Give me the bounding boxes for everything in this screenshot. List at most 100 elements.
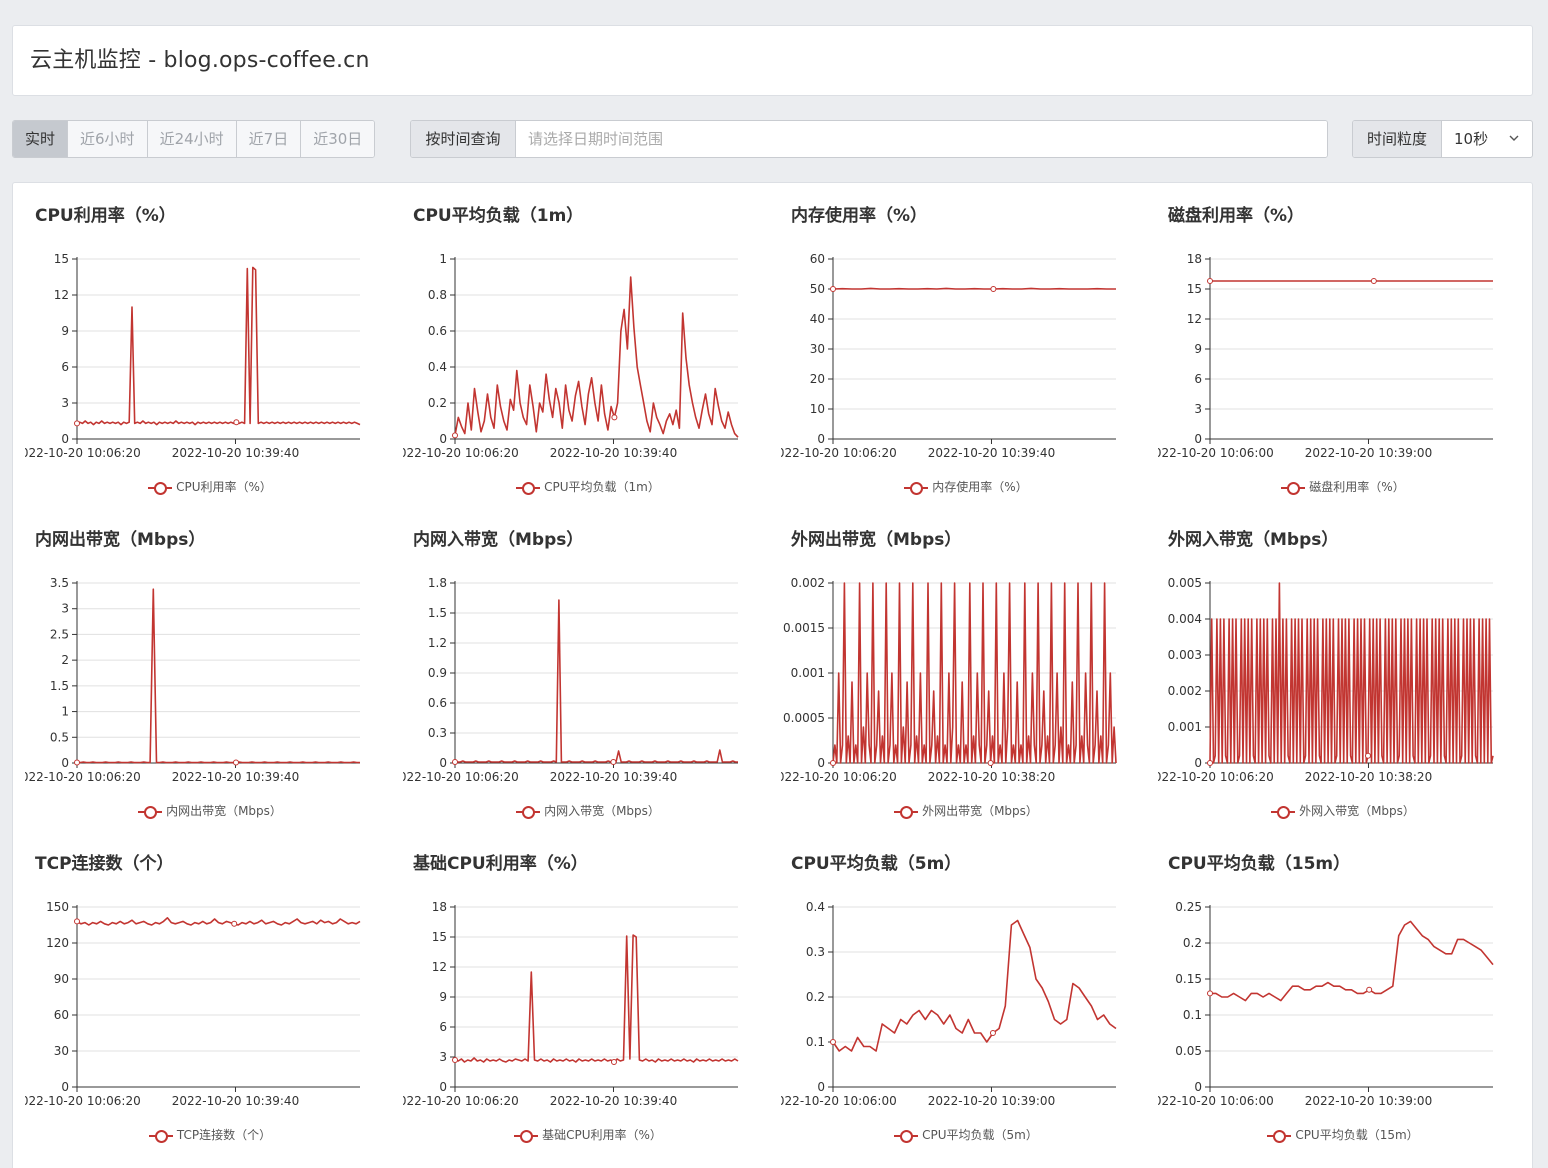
legend-marker-icon [514, 1129, 539, 1143]
data-point [1370, 278, 1377, 284]
y-tick-label: 0.2 [806, 990, 825, 1004]
chart-title: CPU平均负载（1m） [413, 206, 584, 226]
chart-title: 磁盘利用率（%） [1168, 206, 1305, 226]
granularity-value: 10秒 [1454, 130, 1489, 148]
charts-panel: 0 3 6 9 12 15 2022-10-20 10:06:20 2022-10-20 10… [12, 182, 1533, 1168]
chart-card: 0 30 60 90 120 150 2022-10-20 10:06:20 2022-10-… [25, 831, 395, 1143]
legend-label: 内存使用率（%） [932, 480, 1028, 494]
x-tick-label: 2022-10-20 10:39:40 [550, 446, 677, 460]
chart-legend[interactable]: CPU平均负载（1m） [403, 478, 773, 495]
x-tick-label: 2022-10-20 10:39:40 [172, 1094, 299, 1108]
x-tick-label: 2022-10-20 10:06:20 [781, 446, 897, 460]
chart-card: 0 3 6 9 12 15 2022-10-20 10:06:20 2022-10-20 10… [25, 183, 395, 495]
y-tick-label: 20 [810, 372, 825, 386]
y-tick-label: 0 [61, 1080, 69, 1094]
y-tick-label: 0.8 [428, 288, 447, 302]
data-point [611, 414, 618, 421]
legend-marker-icon [894, 805, 919, 819]
x-tick-label: 2022-10-20 10:39:00 [928, 1094, 1055, 1108]
chart-title: 外网出带宽（Mbps） [791, 530, 962, 550]
chart-title: CPU平均负载（15m） [1168, 854, 1351, 874]
y-tick-label: 3 [61, 602, 69, 616]
y-tick-label: 18 [432, 900, 447, 914]
series-line [1209, 582, 1494, 764]
legend-label: CPU利用率（%） [176, 480, 272, 494]
series-line [832, 582, 1117, 764]
y-tick-label: 0.003 [1168, 648, 1202, 662]
legend-label: 基础CPU利用率（%） [542, 1128, 662, 1142]
y-tick-label: 0.5 [50, 730, 69, 744]
y-tick-label: 0.9 [428, 666, 447, 680]
y-tick-label: 0 [817, 1080, 825, 1094]
y-tick-label: 9 [439, 990, 447, 1004]
chart-card: 0 3 6 9 12 15 18 2022-10-20 10:06:00 2022-10-20 … [1158, 183, 1528, 495]
x-tick-label: 2022-10-20 10:06:20 [25, 1094, 141, 1108]
legend-marker-icon [516, 481, 541, 495]
header-bar: 云主机监控 - blog.ops-coffee.cn [12, 25, 1533, 96]
data-point [1366, 986, 1373, 993]
y-tick-label: 150 [46, 900, 69, 914]
chart-legend[interactable]: CPU平均负载（15m） [1158, 1126, 1528, 1143]
data-point [231, 920, 238, 927]
y-tick-label: 0.4 [806, 900, 825, 914]
legend-label: CPU平均负载（5m） [922, 1128, 1038, 1142]
x-tick-label: 2022-10-20 10:39:40 [550, 1094, 677, 1108]
y-tick-label: 0 [817, 756, 825, 770]
data-point [232, 759, 239, 766]
chart-svg: 0 0.0005 0.001 0.0015 0.002 2022-10-20 10:06:… [781, 576, 1117, 784]
range-6h-button[interactable]: 近6小时 [68, 121, 148, 157]
chevron-down-icon [1508, 121, 1520, 157]
y-tick-label: 0.2 [428, 396, 447, 410]
range-24h-button[interactable]: 近24小时 [147, 121, 237, 157]
data-point [452, 759, 458, 765]
chart-svg: 0 0.2 0.4 0.6 0.8 1 2022-10-20 10:06:20 2022-10… [403, 252, 739, 460]
range-30d-button[interactable]: 近30日 [301, 121, 375, 157]
series-line [454, 934, 739, 1063]
y-tick-label: 15 [1187, 282, 1202, 296]
chart-legend[interactable]: CPU利用率（%） [25, 478, 395, 495]
chart-legend[interactable]: 外网入带宽（Mbps） [1158, 802, 1528, 819]
data-point [233, 419, 240, 426]
data-point [830, 286, 836, 292]
chart-svg: 0 0.05 0.1 0.15 0.2 0.25 2022-10-20 10:06:00 20… [1158, 900, 1494, 1108]
y-tick-label: 0 [61, 756, 69, 770]
y-tick-label: 6 [61, 360, 69, 374]
range-realtime-button[interactable]: 实时 [13, 121, 69, 157]
granularity-select[interactable]: 10秒 [1442, 121, 1532, 157]
x-tick-label: 2022-10-20 10:06:00 [1158, 1094, 1274, 1108]
date-range-input[interactable] [516, 121, 1327, 157]
x-tick-label: 2022-10-20 10:06:00 [1158, 446, 1274, 460]
chart-legend[interactable]: 内网入带宽（Mbps） [403, 802, 773, 819]
y-tick-label: 9 [1194, 342, 1202, 356]
chart-legend[interactable]: 内网出带宽（Mbps） [25, 802, 395, 819]
chart-legend[interactable]: CPU平均负载（5m） [781, 1126, 1151, 1143]
chart-legend[interactable]: 外网出带宽（Mbps） [781, 802, 1151, 819]
x-tick-label: 2022-10-20 10:39:40 [550, 770, 677, 784]
chart-legend[interactable]: 磁盘利用率（%） [1158, 478, 1528, 495]
y-tick-label: 0.1 [1183, 1008, 1202, 1022]
y-tick-label: 0.25 [1175, 900, 1202, 914]
y-tick-label: 1.8 [428, 576, 447, 590]
y-tick-label: 0.005 [1168, 576, 1202, 590]
chart-svg: 0 3 6 9 12 15 18 2022-10-20 10:06:00 2022-10-20 … [1158, 252, 1493, 460]
chart-legend[interactable]: 基础CPU利用率（%） [403, 1126, 773, 1143]
chart-legend[interactable]: 内存使用率（%） [781, 478, 1151, 495]
y-tick-label: 0 [61, 432, 69, 446]
data-point [74, 420, 80, 427]
legend-label: 内网入带宽（Mbps） [544, 804, 660, 818]
y-tick-label: 0.0015 [783, 621, 825, 635]
legend-marker-icon [894, 1129, 919, 1143]
chart-legend[interactable]: TCP连接数（个） [25, 1126, 395, 1143]
y-tick-label: 3 [1194, 402, 1202, 416]
y-tick-label: 9 [61, 324, 69, 338]
range-7d-button[interactable]: 近7日 [236, 121, 302, 157]
y-tick-label: 2 [61, 653, 69, 667]
y-tick-label: 30 [810, 342, 825, 356]
legend-marker-icon [138, 805, 163, 819]
y-tick-label: 90 [54, 972, 69, 986]
x-tick-label: 2022-10-20 10:39:00 [1305, 1094, 1432, 1108]
y-tick-label: 0.002 [791, 576, 825, 590]
x-tick-label: 2022-10-20 10:38:20 [1305, 770, 1432, 784]
y-tick-label: 3 [61, 396, 69, 410]
y-tick-label: 0 [1194, 432, 1202, 446]
